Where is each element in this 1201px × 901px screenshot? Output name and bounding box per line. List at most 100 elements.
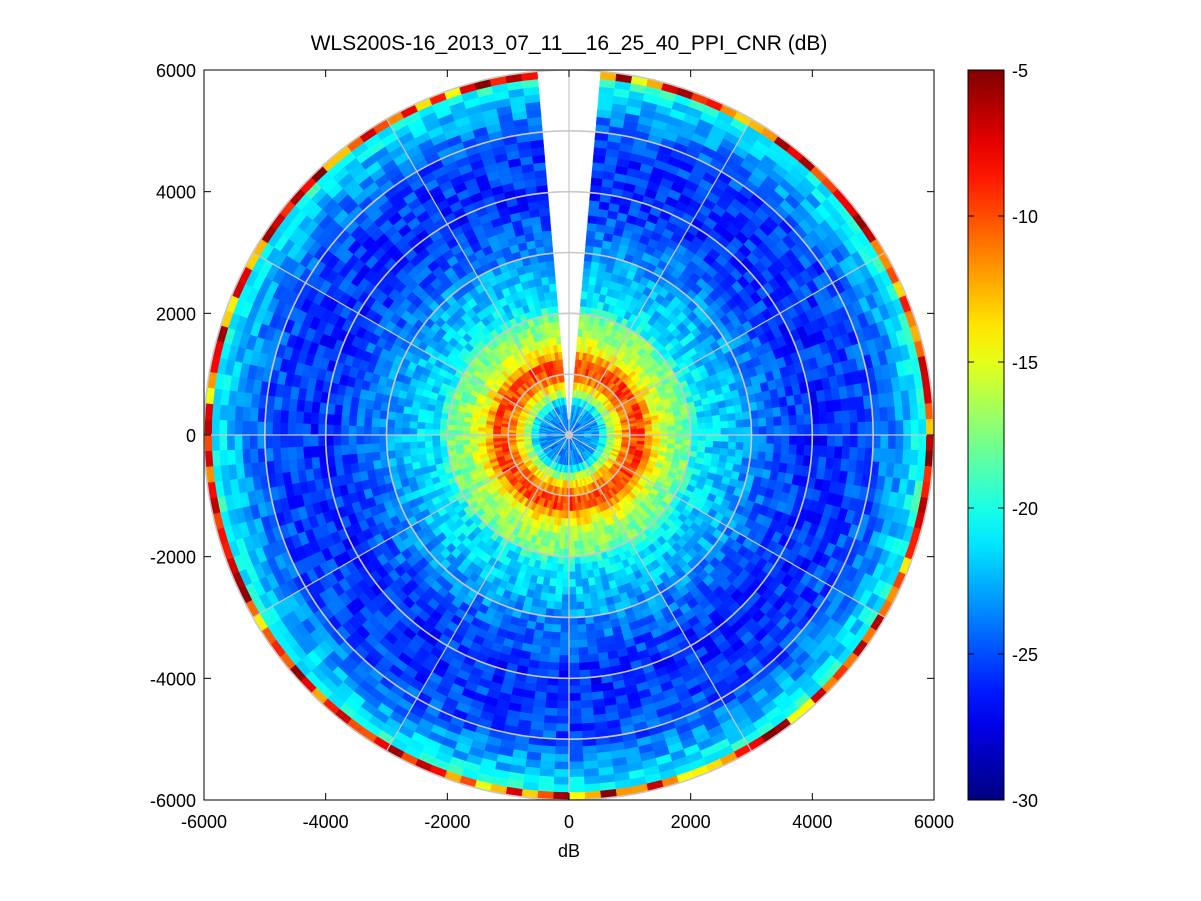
polar-cell: [568, 639, 579, 649]
polar-cell: [667, 434, 676, 440]
polar-cell: [787, 453, 797, 466]
polar-cell: [568, 563, 576, 573]
polar-cell: [585, 237, 596, 247]
polar-cell: [779, 405, 789, 417]
polar-cell: [718, 407, 728, 416]
polar-cell: [577, 631, 588, 641]
polar-cell: [401, 434, 410, 443]
polar-cell: [833, 446, 843, 460]
polar-cell: [356, 416, 365, 427]
polar-cell: [424, 446, 434, 455]
polar-cell: [827, 423, 836, 436]
polar-cell: [317, 434, 327, 447]
polar-cell: [439, 434, 448, 441]
polar-cell: [393, 434, 403, 443]
polar-cell: [576, 525, 583, 534]
polar-cell: [585, 623, 596, 633]
polar-cell: [743, 426, 752, 436]
polar-cell: [539, 645, 551, 655]
polar-cell: [541, 230, 553, 240]
polar-cell: [568, 525, 574, 535]
polar-cell: [735, 434, 745, 443]
polar-cell: [454, 424, 464, 431]
polar-cell: [568, 541, 575, 550]
polar-cell: [340, 414, 350, 426]
polar-cell: [559, 647, 570, 656]
polar-cell: [561, 594, 570, 603]
polar-cell: [470, 442, 479, 449]
polar-cell: [439, 440, 449, 447]
polar-cell: [394, 411, 404, 421]
polar-cell: [558, 548, 565, 557]
polar-cell: [371, 434, 380, 444]
polar-cell: [689, 423, 699, 430]
polar-cell: [568, 617, 578, 626]
polar-cell: [341, 404, 351, 417]
polar-cell: [772, 406, 782, 418]
polar-cell: [773, 443, 782, 454]
polar-cell: [766, 425, 775, 436]
polar-cell: [659, 434, 669, 440]
polar-cell: [485, 438, 494, 443]
polar-cell: [581, 283, 590, 293]
polar-cell: [591, 691, 604, 701]
polar-cell: [394, 419, 403, 428]
polar-cell: [636, 428, 646, 433]
polar-cell: [447, 434, 456, 441]
polar-cell: [568, 579, 576, 588]
polar-cell: [811, 423, 821, 436]
polar-cell: [644, 427, 653, 432]
polar-cell: [667, 425, 676, 431]
polar-cell: [539, 215, 551, 225]
polar-cell: [780, 444, 790, 455]
polar-cell: [386, 418, 396, 428]
polar-cell: [364, 451, 374, 463]
polar-cell: [534, 238, 545, 249]
polar-cell: [794, 403, 805, 416]
polar-cell: [424, 415, 434, 424]
polar-cell: [585, 630, 597, 640]
polar-cell: [825, 457, 835, 470]
polar-cell: [682, 434, 691, 441]
polar-cell: [462, 434, 471, 440]
polar-cell: [697, 422, 706, 430]
polar-cell: [758, 417, 767, 427]
polar-cell: [779, 453, 789, 465]
polar-cell: [554, 328, 561, 338]
polar-cell: [417, 453, 427, 462]
polar-cell: [825, 400, 835, 413]
polar-cell: [545, 260, 555, 270]
polar-cell: [537, 199, 550, 210]
polar-cell: [432, 446, 442, 454]
polar-cell: [454, 429, 463, 436]
polar-cell: [538, 653, 551, 663]
polar-cell: [772, 452, 782, 464]
polar-cell: [477, 438, 486, 444]
polar-cell: [568, 601, 577, 611]
polar-cell: [764, 451, 774, 463]
polar-cell: [705, 422, 714, 430]
polar-cell: [758, 426, 767, 436]
polar-cell: [333, 454, 344, 467]
polar-cell: [834, 422, 844, 436]
polar-cell: [378, 434, 387, 444]
polar-cell: [576, 601, 585, 610]
polar-cell: [568, 571, 576, 580]
polar-cell: [355, 434, 365, 445]
polar-cell: [424, 440, 433, 448]
polar-cell: [557, 693, 570, 702]
polar-cell: [712, 421, 722, 429]
polar-cell: [454, 434, 463, 441]
polar-cell: [727, 441, 737, 450]
polar-cell: [796, 444, 805, 456]
polar-cell: [431, 428, 441, 436]
polar-cell: [826, 411, 836, 424]
polar-cell: [548, 283, 557, 293]
polar-cell: [696, 410, 705, 419]
polar-cell: [720, 441, 729, 450]
polar-cell: [568, 647, 579, 656]
polar-cell: [417, 414, 427, 423]
polar-cell: [690, 429, 699, 436]
polar-cell: [560, 624, 570, 633]
polar-cell: [743, 434, 752, 444]
